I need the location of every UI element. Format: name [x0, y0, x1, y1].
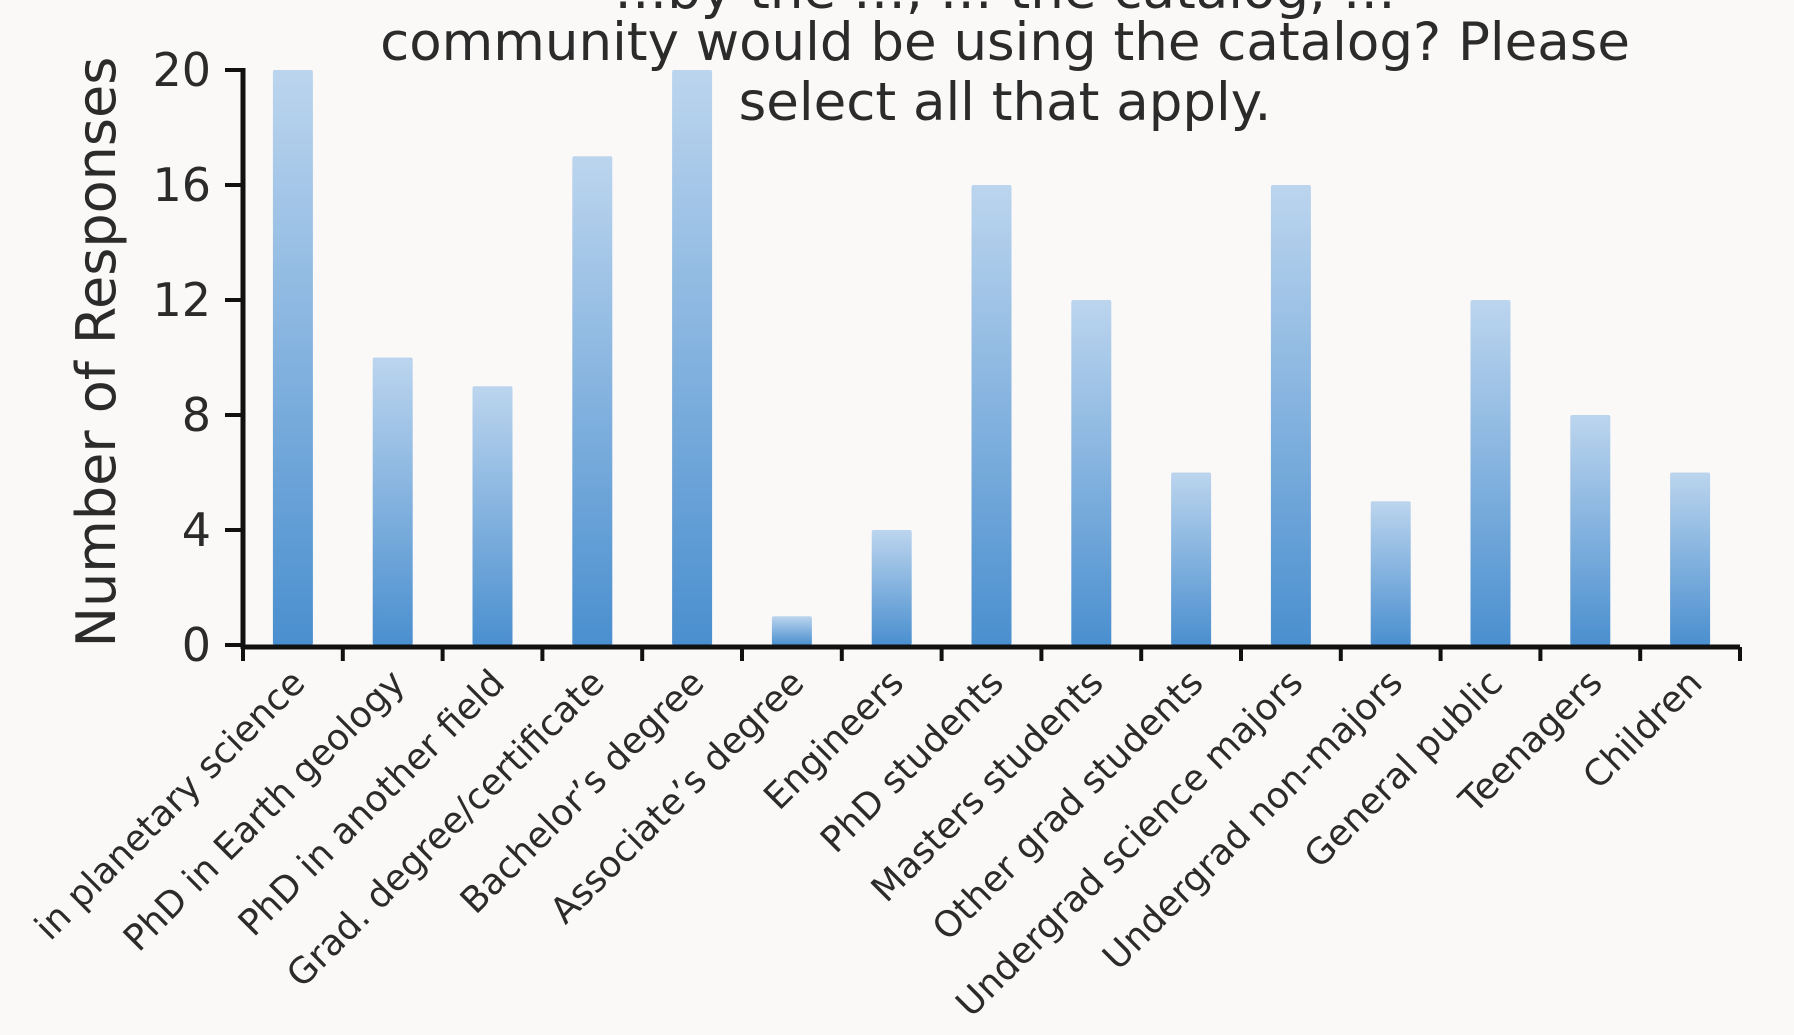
bar	[1171, 472, 1212, 645]
bar	[472, 386, 513, 645]
title-line: select all that apply.	[739, 72, 1272, 133]
y-axis-label: Number of Responses	[65, 57, 128, 648]
bar	[1270, 185, 1311, 645]
y-tick-label: 16	[152, 158, 211, 212]
bar	[1071, 300, 1112, 645]
bar	[1670, 472, 1711, 645]
bar	[272, 70, 313, 645]
bar	[971, 185, 1012, 645]
y-tick-labels: 0 4 8 12 16 20	[152, 43, 211, 672]
y-tick-label: 4	[182, 503, 211, 557]
title-line: community would be using the catalog? Pl…	[380, 12, 1630, 73]
bar	[871, 530, 912, 645]
y-tick-label: 20	[152, 43, 211, 97]
bar	[572, 156, 613, 645]
bar	[672, 70, 713, 645]
y-tick-label: 0	[182, 618, 211, 672]
y-tick-label: 12	[152, 273, 211, 327]
axes	[225, 68, 1742, 661]
bar	[771, 616, 812, 645]
bar	[1370, 501, 1411, 645]
title-partial-line: …by the …, … the catalog, …	[614, 0, 1395, 21]
bar	[1570, 415, 1611, 645]
bars	[272, 70, 1711, 645]
bar	[372, 357, 413, 645]
bar	[1470, 300, 1511, 645]
y-tick-label: 8	[182, 388, 211, 442]
chart-title: …by the …, … the catalog, …community wou…	[380, 0, 1630, 133]
